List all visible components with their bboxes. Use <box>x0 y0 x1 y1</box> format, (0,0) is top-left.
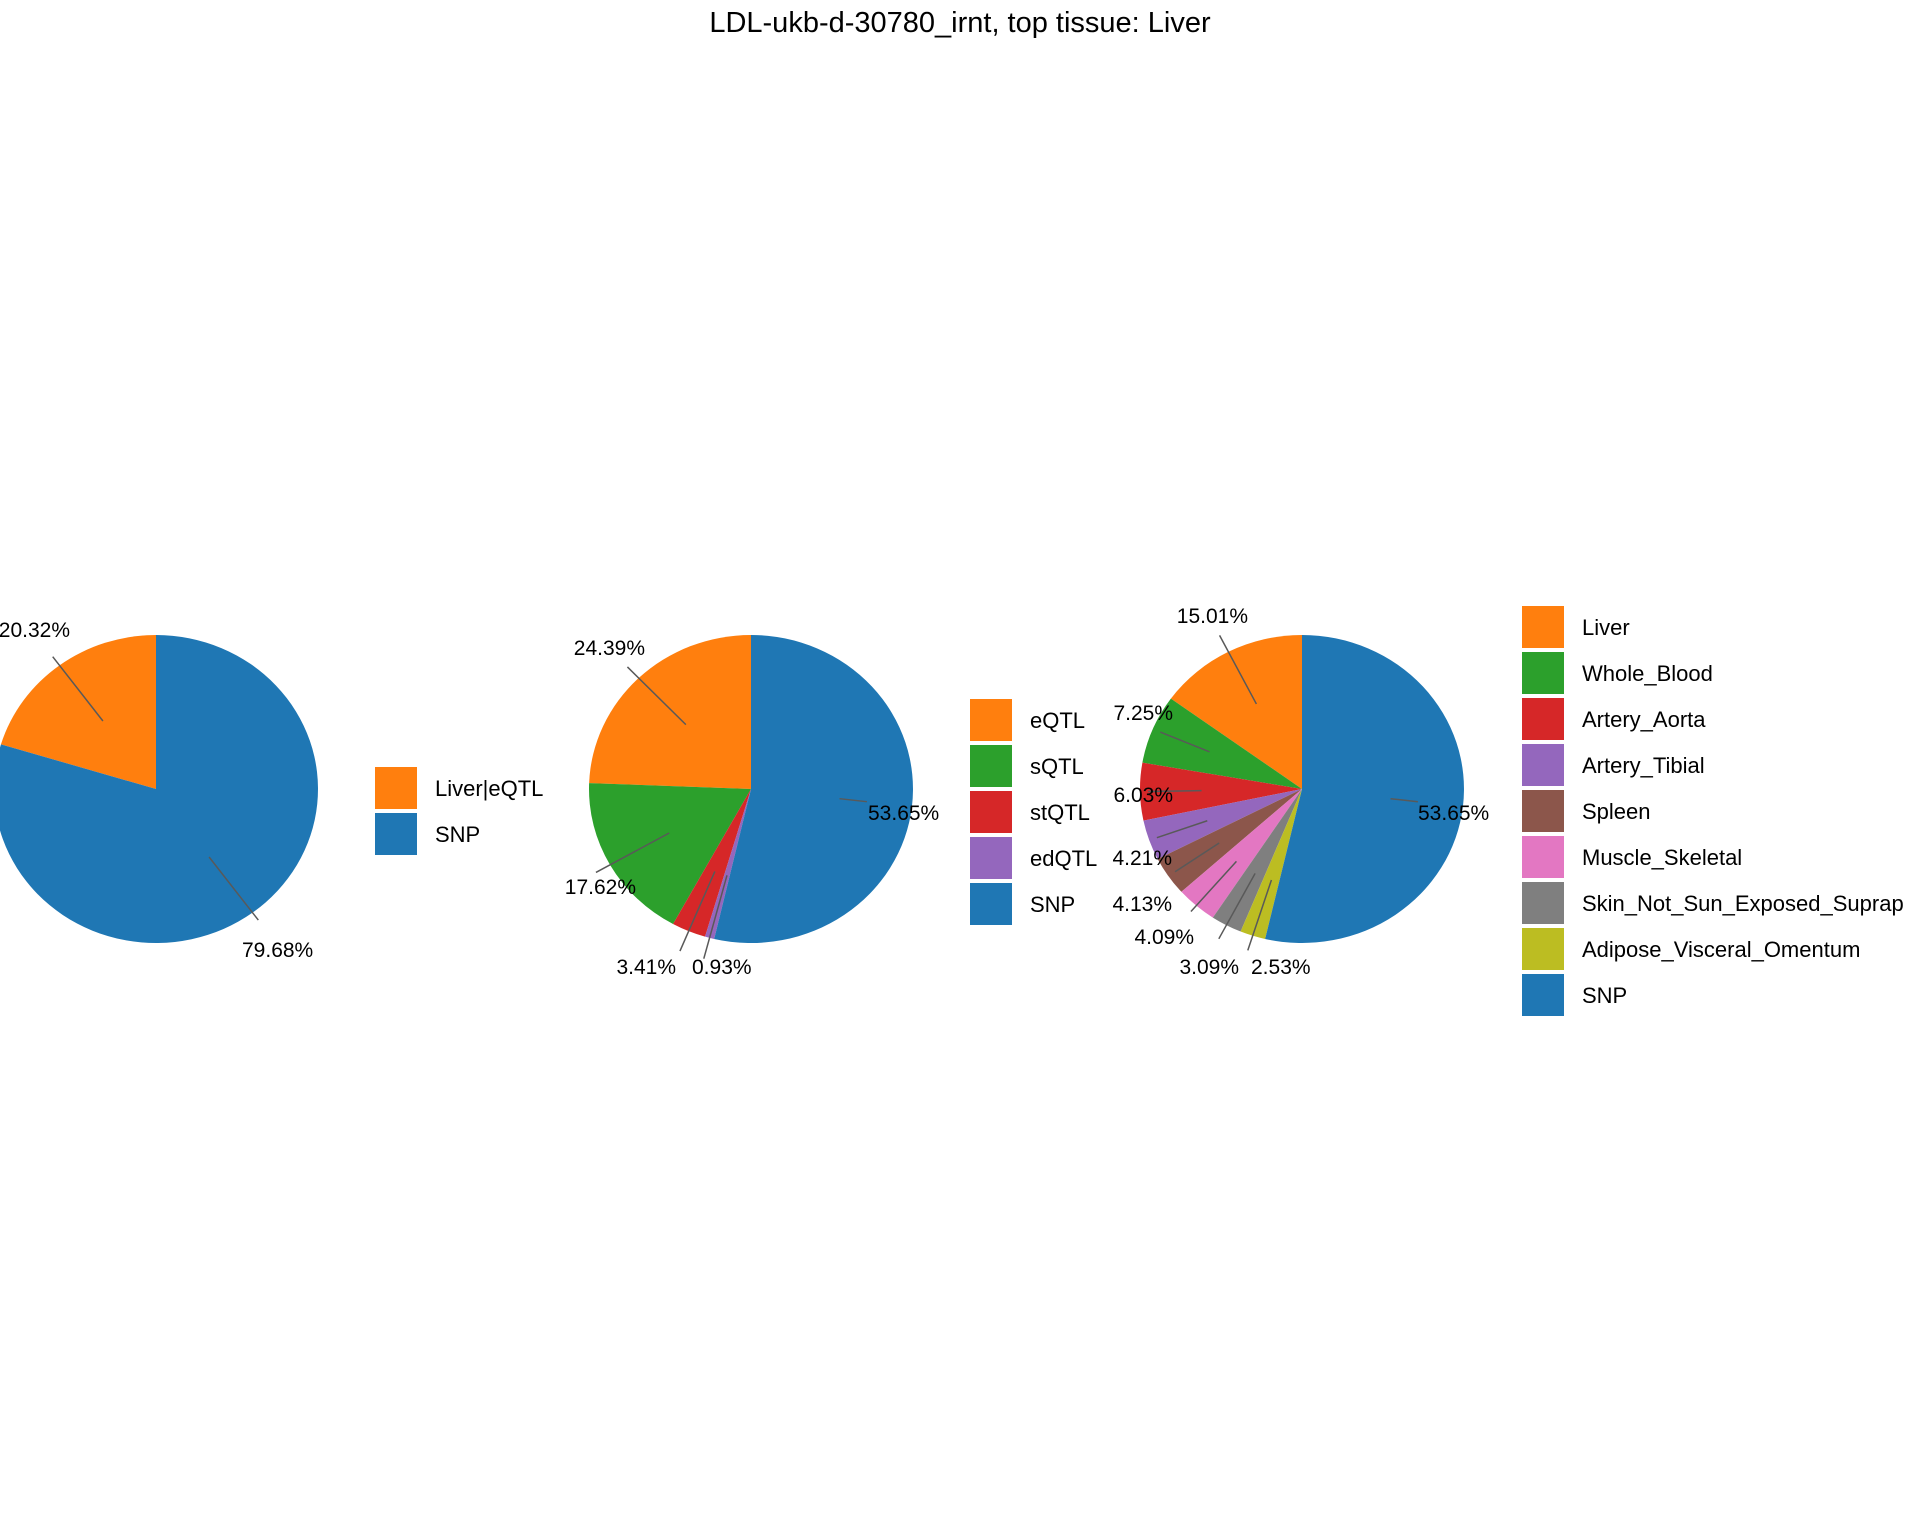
percent-label-stqtl: 3.41% <box>616 956 676 979</box>
legend-swatch-snp <box>375 813 417 855</box>
legend-swatch-edqtl <box>970 837 1012 879</box>
leader-line-muscle-skeletal <box>1190 860 1237 912</box>
pie-chart-tag-type: 20.32% 79.68% <box>0 619 318 962</box>
leader-line-edqtl <box>703 875 728 959</box>
legend-swatch-liver-eqtl <box>375 767 417 809</box>
pie-slice-liver-eqtl <box>0 635 157 789</box>
legend-swatch-skin-not-sun-exposed-suprap <box>1522 882 1564 924</box>
legend-swatch-spleen <box>1522 790 1564 832</box>
pie-slice-sqtl <box>589 783 751 924</box>
legend-label-eqtl: eQTL <box>1030 708 1085 733</box>
percent-label-eqtl: 24.39% <box>574 637 645 660</box>
pie-slice-spleen <box>1157 789 1302 892</box>
legend-swatch-sqtl <box>970 745 1012 787</box>
pie-slice-snp <box>0 635 318 943</box>
percent-label-skin-not-sun-exposed-suprap: 3.09% <box>1179 956 1239 979</box>
legend-swatch-stqtl <box>970 791 1012 833</box>
leader-line-liver-eqtl <box>52 656 104 722</box>
legend-label-stqtl: stQTL <box>1030 800 1090 825</box>
legend-swatch-adipose-visceral-omentum <box>1522 928 1564 970</box>
pie-slice-stqtl <box>673 789 751 937</box>
legend-label-snp: SNP <box>1582 983 1627 1008</box>
leader-line-eqtl <box>626 666 687 726</box>
leader-line-sqtl <box>595 832 670 874</box>
leader-line-liver <box>1218 634 1258 705</box>
leader-line-spleen <box>1174 842 1220 873</box>
legend-tag-type: Liver|eQTL SNP <box>375 767 543 855</box>
legend-swatch-snp <box>1522 974 1564 1016</box>
percent-label-artery-tibial: 4.21% <box>1112 847 1172 870</box>
pie-slice-liver <box>1170 635 1302 789</box>
leader-line-skin-not-sun-exposed-suprap <box>1218 873 1256 940</box>
leader-line-stqtl <box>679 871 716 952</box>
legend-label-artery-tibial: Artery_Tibial <box>1582 753 1705 778</box>
legend-swatch-snp <box>970 883 1012 925</box>
percent-label-muscle-skeletal: 4.09% <box>1134 926 1194 949</box>
leader-line-adipose-visceral-omentum <box>1247 879 1273 951</box>
legend-swatch-eqtl <box>970 699 1012 741</box>
pie-slice-artery-aorta <box>1139 762 1302 821</box>
legend-label-snp: SNP <box>1030 892 1075 917</box>
leader-line-artery-tibial <box>1156 820 1208 839</box>
percent-label-adipose-visceral-omentum: 2.53% <box>1251 956 1311 979</box>
legend-label-muscle-skeletal: Muscle_Skeletal <box>1582 845 1742 870</box>
percent-label-snp: 53.65% <box>868 802 939 825</box>
percent-label-liver: 15.01% <box>1177 605 1248 628</box>
legend-swatch-artery-tibial <box>1522 744 1564 786</box>
percent-label-spleen: 4.13% <box>1112 893 1172 916</box>
pie-slice-adipose-visceral-omentum <box>1240 789 1302 939</box>
percent-label-liver-eqtl: 20.32% <box>0 619 70 642</box>
pie-chart-qtl-type: 24.39% 17.62% 3.41% 0.93% 53.65% <box>565 635 939 979</box>
leader-line-snp <box>208 856 259 921</box>
legend-label-liver-eqtl: Liver|eQTL <box>435 776 543 801</box>
percent-label-snp: 53.65% <box>1418 802 1489 825</box>
figure-title: LDL-ukb-d-30780_irnt, top tissue: Liver <box>709 7 1211 39</box>
legend-label-edqtl: edQTL <box>1030 846 1097 871</box>
pie-slice-skin-not-sun-exposed-suprap <box>1212 789 1302 932</box>
percent-label-sqtl: 17.62% <box>565 876 636 899</box>
legend-label-spleen: Spleen <box>1582 799 1651 824</box>
legend-label-artery-aorta: Artery_Aorta <box>1582 707 1706 732</box>
percent-label-edqtl: 0.93% <box>692 956 752 979</box>
pie-slice-muscle-skeletal <box>1181 789 1302 918</box>
legend-swatch-artery-aorta <box>1522 698 1564 740</box>
legend-label-whole-blood: Whole_Blood <box>1582 661 1713 686</box>
leader-line-whole-blood <box>1159 731 1210 753</box>
legend-label-adipose-visceral-omentum: Adipose_Visceral_Omentum <box>1582 937 1860 962</box>
pie-slice-edqtl <box>705 789 751 939</box>
pie-slice-whole-blood <box>1142 698 1302 789</box>
legend-tissue: Liver Whole_Blood Artery_Aorta Artery_Tibia… <box>1522 606 1904 1016</box>
pie-chart-tissue: 15.01% 7.25% 6.03% 4.21% 4.13% 4.09% 3.09% 2.53… <box>1112 605 1489 979</box>
percent-label-snp: 79.68% <box>242 939 313 962</box>
percent-label-artery-aorta: 6.03% <box>1113 784 1173 807</box>
pie-slice-snp <box>714 635 913 943</box>
pie-slice-eqtl <box>589 635 751 789</box>
leader-line-snp <box>1390 797 1418 803</box>
legend-label-snp: SNP <box>435 822 480 847</box>
leader-line-snp <box>839 797 867 803</box>
legend-label-sqtl: sQTL <box>1030 754 1084 779</box>
pie-slice-artery-tibial <box>1143 789 1302 859</box>
pie-slice-snp <box>1265 635 1464 943</box>
legend-swatch-liver <box>1522 606 1564 648</box>
percent-label-whole-blood: 7.25% <box>1113 702 1173 725</box>
legend-qtl-type: eQTL sQTL stQTL edQTL SNP <box>970 699 1097 925</box>
legend-swatch-muscle-skeletal <box>1522 836 1564 878</box>
legend-label-liver: Liver <box>1582 615 1630 640</box>
legend-swatch-whole-blood <box>1522 652 1564 694</box>
legend-label-skin-not-sun-exposed-suprap: Skin_Not_Sun_Exposed_Suprap <box>1582 891 1904 916</box>
leader-line-artery-aorta <box>1148 789 1202 793</box>
